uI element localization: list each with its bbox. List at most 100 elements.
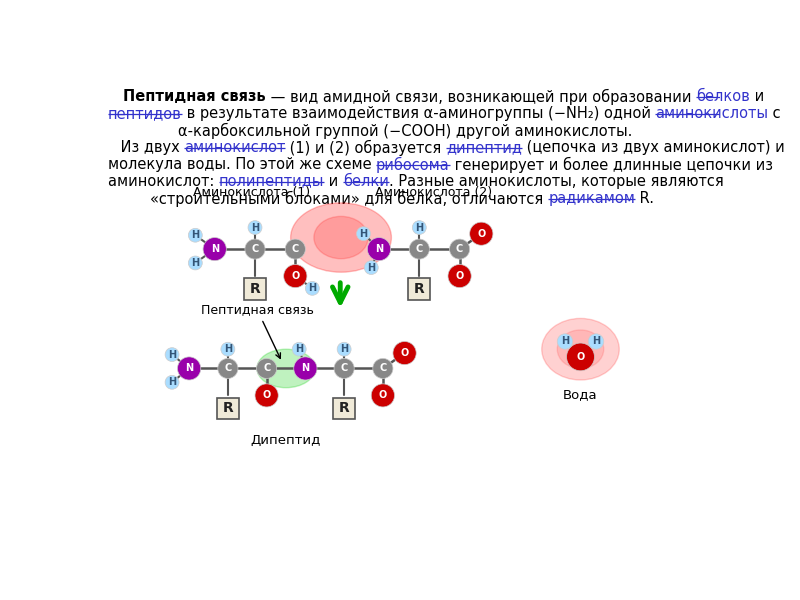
Text: O: O [291, 271, 299, 281]
Text: O: O [378, 391, 387, 400]
Ellipse shape [314, 217, 368, 259]
Text: H: H [191, 230, 199, 240]
Text: . Разные аминокислоты, которые являются: . Разные аминокислоты, которые являются [389, 173, 724, 188]
Circle shape [412, 221, 426, 235]
Text: O: O [576, 352, 585, 362]
Text: H: H [224, 344, 232, 354]
Text: O: O [477, 229, 486, 239]
Text: C: C [416, 244, 423, 254]
Text: C: C [379, 364, 386, 373]
Text: H: H [367, 263, 375, 272]
Text: H: H [359, 229, 367, 239]
Text: и: и [750, 89, 764, 104]
Text: белков: белков [696, 89, 750, 104]
Circle shape [248, 221, 262, 235]
Text: полипептиды: полипептиды [218, 173, 324, 188]
Text: O: O [262, 391, 270, 400]
Circle shape [306, 281, 319, 295]
Circle shape [448, 265, 471, 287]
Text: H: H [308, 283, 317, 293]
Text: Дипептид: Дипептид [251, 434, 321, 447]
Text: Пептидная связь: Пептидная связь [123, 89, 266, 104]
Text: H: H [168, 350, 176, 359]
Circle shape [255, 384, 278, 407]
Text: C: C [456, 244, 463, 254]
Circle shape [450, 239, 470, 259]
Text: молекула воды. По этой же схеме: молекула воды. По этой же схеме [108, 157, 376, 172]
Text: Аминокислота (1): Аминокислота (1) [194, 186, 310, 199]
Circle shape [294, 357, 317, 380]
Text: R: R [338, 401, 350, 415]
Text: аминокислот: аминокислот [184, 140, 286, 155]
Circle shape [245, 239, 265, 259]
Text: рибосома: рибосома [376, 157, 450, 173]
Text: H: H [191, 258, 199, 268]
Text: белки: белки [343, 173, 389, 188]
Text: R: R [414, 282, 425, 296]
Text: R.: R. [635, 191, 654, 206]
Text: в результате взаимодействия α-аминогруппы (−NH₂) одной: в результате взаимодействия α-аминогрупп… [182, 106, 655, 121]
Text: C: C [263, 364, 270, 373]
Text: радикамом: радикамом [548, 191, 635, 206]
Text: C: C [251, 244, 258, 254]
Text: — вид амидной связи, возникающей при образовании: — вид амидной связи, возникающей при обр… [266, 89, 696, 105]
Text: аминокислоты: аминокислоты [655, 106, 768, 121]
Text: N: N [185, 364, 193, 373]
Text: N: N [210, 244, 218, 254]
Text: C: C [292, 244, 299, 254]
Text: «строительными блоками» для белка, отличаются: «строительными блоками» для белка, отлич… [150, 191, 548, 207]
Text: H: H [561, 337, 569, 346]
Circle shape [357, 227, 370, 241]
Ellipse shape [558, 330, 604, 368]
Text: α-карбоксильной группой (−COOH) другой аминокислоты.: α-карбоксильной группой (−COOH) другой а… [178, 123, 632, 139]
Circle shape [203, 238, 226, 260]
Text: H: H [251, 223, 259, 233]
Text: H: H [415, 223, 423, 233]
Text: H: H [295, 344, 303, 354]
Ellipse shape [542, 319, 619, 380]
Circle shape [393, 341, 416, 365]
FancyBboxPatch shape [217, 398, 238, 419]
Text: O: O [455, 271, 464, 281]
Circle shape [371, 384, 394, 407]
Text: Вода: Вода [563, 388, 598, 401]
Circle shape [292, 342, 306, 356]
Ellipse shape [257, 349, 315, 388]
Circle shape [410, 239, 430, 259]
Text: O: O [401, 348, 409, 358]
Circle shape [334, 358, 354, 379]
Text: H: H [592, 337, 600, 346]
Text: аминокислот:: аминокислот: [108, 173, 218, 188]
Text: C: C [224, 364, 231, 373]
Circle shape [367, 238, 390, 260]
Text: Пептидная связь: Пептидная связь [201, 303, 314, 358]
Text: генерирует и более длинные цепочки из: генерирует и более длинные цепочки из [450, 157, 773, 173]
Circle shape [470, 222, 493, 245]
Circle shape [373, 358, 393, 379]
Circle shape [286, 239, 306, 259]
Text: N: N [302, 364, 310, 373]
Circle shape [178, 357, 201, 380]
Text: R: R [250, 282, 260, 296]
Text: Из двух: Из двух [115, 140, 184, 155]
Text: с: с [768, 106, 781, 121]
Circle shape [218, 358, 238, 379]
FancyBboxPatch shape [334, 398, 355, 419]
Text: H: H [340, 344, 348, 354]
Circle shape [257, 358, 277, 379]
Circle shape [165, 376, 179, 389]
Circle shape [165, 347, 179, 362]
Text: пептидов: пептидов [108, 106, 182, 121]
Circle shape [566, 343, 594, 371]
Circle shape [364, 260, 378, 275]
Ellipse shape [290, 203, 391, 272]
Text: (цепочка из двух аминокислот) и: (цепочка из двух аминокислот) и [522, 140, 785, 155]
Circle shape [558, 334, 573, 349]
Circle shape [588, 334, 604, 349]
Text: дипептид: дипептид [446, 140, 522, 155]
FancyBboxPatch shape [409, 278, 430, 300]
Circle shape [188, 229, 202, 242]
Text: C: C [341, 364, 348, 373]
FancyBboxPatch shape [244, 278, 266, 300]
Text: Аминокислота (2): Аминокислота (2) [374, 186, 492, 199]
